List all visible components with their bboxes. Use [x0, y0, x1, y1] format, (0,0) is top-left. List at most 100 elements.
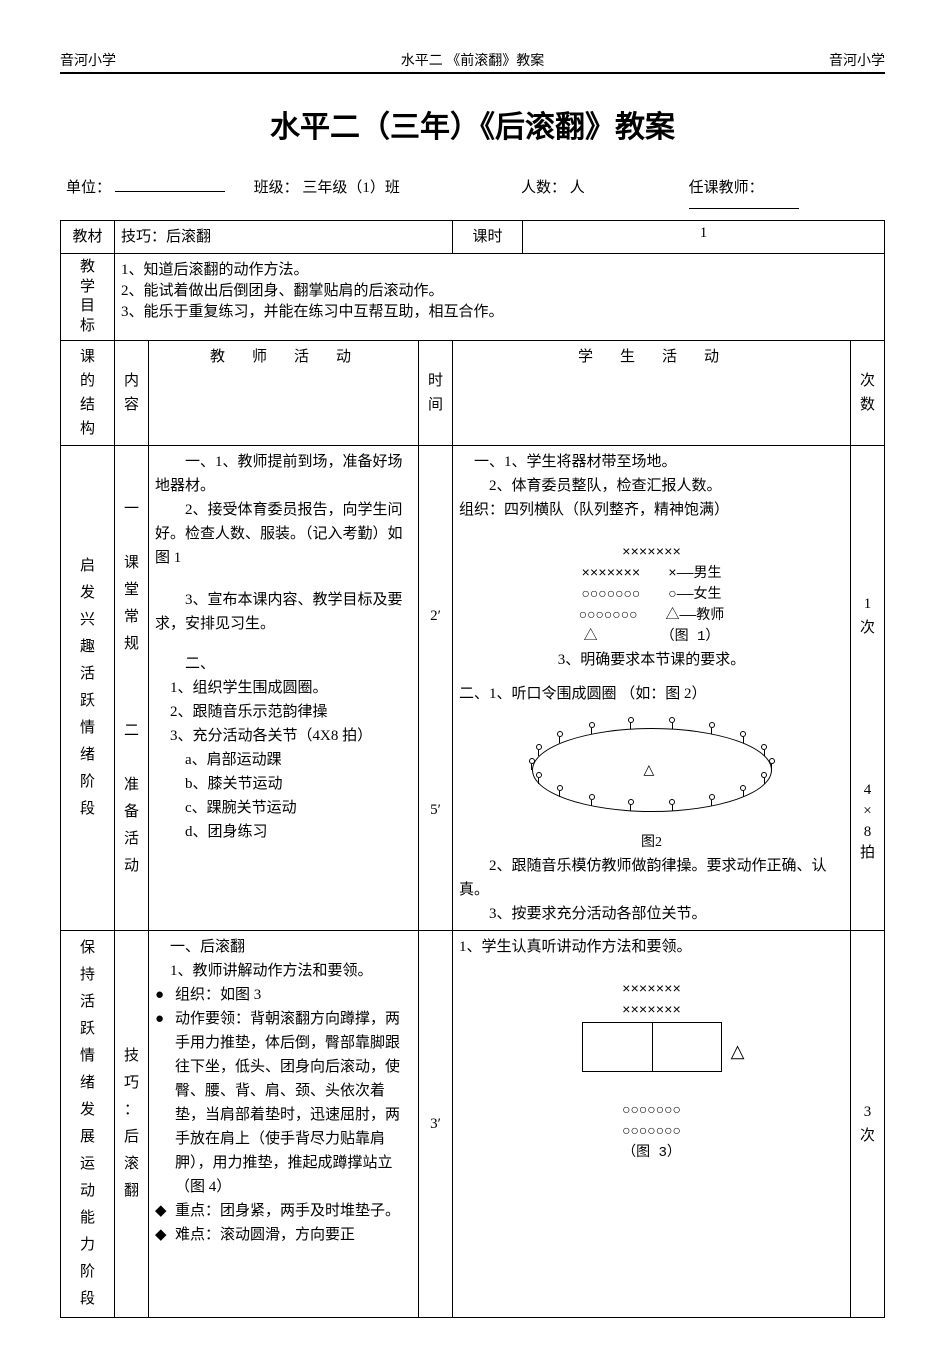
student-line: 二、1、听口令围成圆圈 （如：图 2） — [459, 682, 844, 706]
student-line: 3、明确要求本节课的要求。 — [459, 648, 844, 672]
unit-label: 单位： — [66, 180, 111, 196]
teacher-line: 2、跟随音乐示范韵律操 — [155, 700, 412, 724]
teacher-line: 二、 — [155, 652, 412, 676]
diagram-line: △ （图 1） — [584, 629, 720, 645]
bullet-diamond-icon: ◆ — [155, 1223, 175, 1247]
triangle-icon: △ — [644, 760, 655, 782]
person-icon — [588, 722, 596, 738]
content-1b: 二 准备活动 — [121, 718, 142, 880]
person-icon — [588, 794, 596, 810]
cell-student-2: 1、学生认真听讲动作方法和要领。 ××××××× ××××××× △ ○○○○○… — [453, 931, 851, 1318]
lesson-table: 教材 技巧：后滚翻 课时 1 教学目标 1、知道后滚翻的动作方法。 2、能试着做… — [60, 220, 885, 1318]
goals-label-text: 教学目标 — [67, 258, 108, 336]
person-icon — [627, 717, 635, 733]
table-row: 保持活跃情绪发展运动能力阶段 技巧：后滚翻 一、后滚翻 1、教师讲解动作方法和要… — [61, 931, 885, 1318]
person-icon — [668, 717, 676, 733]
circle-diagram: △ — [522, 710, 782, 830]
running-header: 音河小学 水平二 《前滚翻》教案 音河小学 — [60, 50, 885, 74]
bullet-text: 难点：滚动圆滑，方向要正 — [175, 1223, 412, 1247]
meta-row: 单位： 班级： 三年级（1）班 人数： 人 任课教师： — [60, 176, 885, 214]
cell-teacher-1: 一、1、教师提前到场，准备好场地器材。 2、接受体育委员报告，向学生问好。检查人… — [149, 446, 419, 931]
teacher-value — [689, 208, 799, 209]
head-student: 学 生 活 动 — [453, 341, 851, 446]
person-icon — [708, 794, 716, 810]
person-icon — [556, 731, 564, 747]
goal-line: 2、能试着做出后倒团身、翻掌贴肩的后滚动作。 — [121, 279, 878, 300]
content-1a: 一 课堂常规 — [121, 496, 142, 658]
count-1a: 1次 — [857, 592, 878, 640]
structure-2-text: 保持活跃情绪发展运动能力阶段 — [67, 935, 108, 1313]
class-label: 班级： — [254, 180, 299, 196]
formation-diagram-3: ××××××× ××××××× — [459, 959, 844, 1022]
student-line: 一、1、学生将器材带至场地。 — [459, 450, 844, 474]
table-row: 课的结构 内容 教 师 活 动 时间 学 生 活 动 次数 — [61, 341, 885, 446]
triangle-icon: △ — [731, 1037, 745, 1066]
bullet-text: 组织：如图 3 — [175, 983, 412, 1007]
goal-line: 1、知道后滚翻的动作方法。 — [121, 258, 878, 279]
cell-jiaocai-content: 技巧：后滚翻 — [115, 221, 453, 254]
teacher-label: 任课教师： — [689, 180, 764, 196]
bullet-item: ● 动作要领：背朝滚翻方向蹲撑，两手用力推垫，体后倒，臀部靠脚跟往下坐，低头、团… — [155, 1007, 412, 1199]
bullet-text: 动作要领：背朝滚翻方向蹲撑，两手用力推垫，体后倒，臀部靠脚跟往下坐，低头、团身向… — [175, 1007, 412, 1199]
count-1b: 4 × 8 拍 — [857, 780, 878, 864]
cell-content-2: 技巧：后滚翻 — [115, 931, 149, 1318]
time-2: 3′ — [425, 1112, 446, 1136]
count-value: 人 — [570, 180, 585, 196]
formation-diagram-3b: ○○○○○○○ ○○○○○○○ （图 3） — [459, 1080, 844, 1164]
mat-midline — [652, 1023, 653, 1071]
teacher-line: a、肩部运动踝 — [155, 748, 412, 772]
page: 音河小学 水平二 《前滚翻》教案 音河小学 水平二（三年）《后滚翻》教案 单位：… — [0, 0, 945, 1358]
teacher-line: 3、宣布本课内容、教学目标及要求，安排见习生。 — [155, 588, 412, 636]
bullet-item: ● 组织：如图 3 — [155, 983, 412, 1007]
bullet-item: ◆ 重点：团身紧，两手及时堆垫子。 — [155, 1199, 412, 1223]
person-icon — [535, 772, 543, 788]
person-icon — [768, 758, 776, 774]
person-icon — [556, 785, 564, 801]
mat-rectangle: △ — [582, 1022, 722, 1072]
bullet-text: 重点：团身紧，两手及时堆垫子。 — [175, 1199, 412, 1223]
cell-structure-2: 保持活跃情绪发展运动能力阶段 — [61, 931, 115, 1318]
cell-jiaocai-label: 教材 — [61, 221, 115, 254]
cell-count-2: 3次 — [851, 931, 885, 1318]
teacher-line: c、踝腕关节运动 — [155, 796, 412, 820]
content-2-text: 技巧：后滚翻 — [121, 1043, 142, 1205]
cell-goals-content: 1、知道后滚翻的动作方法。 2、能试着做出后倒团身、翻掌贴肩的后滚动作。 3、能… — [115, 254, 885, 341]
teacher-line: 2、接受体育委员报告，向学生问好。检查人数、服装。（记入考勤）如图 1 — [155, 498, 412, 570]
person-icon — [760, 772, 768, 788]
student-line: 3、按要求充分活动各部位关节。 — [459, 902, 844, 926]
cell-count-1: 1次 4 × 8 拍 — [851, 446, 885, 931]
cell-keshi-label: 课时 — [453, 221, 523, 254]
cell-content-1: 一 课堂常规 二 准备活动 — [115, 446, 149, 931]
head-count: 次数 — [851, 341, 885, 446]
person-icon — [668, 799, 676, 815]
rect-diagram: △ — [459, 1022, 844, 1080]
cell-time-2: 3′ — [419, 931, 453, 1318]
class-value: 三年级（1）班 — [302, 180, 400, 196]
bullet-item: ◆ 难点：滚动圆滑，方向要正 — [155, 1223, 412, 1247]
head-time: 时间 — [419, 341, 453, 446]
cell-structure-1: 启发兴趣活跃情绪阶段 — [61, 446, 115, 931]
structure-1-text: 启发兴趣活跃情绪阶段 — [67, 553, 108, 823]
count-label: 人数： — [521, 180, 566, 196]
bullet-solid-icon: ● — [155, 983, 175, 1007]
time-1b: 5′ — [425, 798, 446, 822]
teacher-line — [155, 570, 412, 588]
diagram-line: ○○○○○○○ — [622, 1124, 681, 1140]
table-row: 启发兴趣活跃情绪阶段 一 课堂常规 二 准备活动 一、1、教师提前到场，准备好场… — [61, 446, 885, 931]
diagram-line: ××××××× — [622, 1003, 681, 1019]
person-icon — [528, 758, 536, 774]
table-row: 教学目标 1、知道后滚翻的动作方法。 2、能试着做出后倒团身、翻掌贴肩的后滚动作… — [61, 254, 885, 341]
student-line: 2、体育委员整队，检查汇报人数。 — [459, 474, 844, 498]
student-line: 1、学生认真听讲动作方法和要领。 — [459, 935, 844, 959]
diagram-line: ××××××× — [622, 982, 681, 998]
bullet-solid-icon: ● — [155, 1007, 175, 1199]
head-content: 内容 — [115, 341, 149, 446]
diagram-line: （图 3） — [622, 1145, 681, 1161]
time-1a: 2′ — [425, 604, 446, 628]
teacher-line: 一、后滚翻 — [155, 935, 412, 959]
teacher-line: 1、教师讲解动作方法和要领。 — [155, 959, 412, 983]
diagram-line: ○○○○○○○ ○——女生 — [581, 587, 721, 603]
circle-label: 图2 — [459, 832, 844, 854]
goal-line: 3、能乐于重复练习，并能在练习中互帮互助，相互合作。 — [121, 300, 878, 321]
header-left: 音河小学 — [60, 50, 116, 70]
